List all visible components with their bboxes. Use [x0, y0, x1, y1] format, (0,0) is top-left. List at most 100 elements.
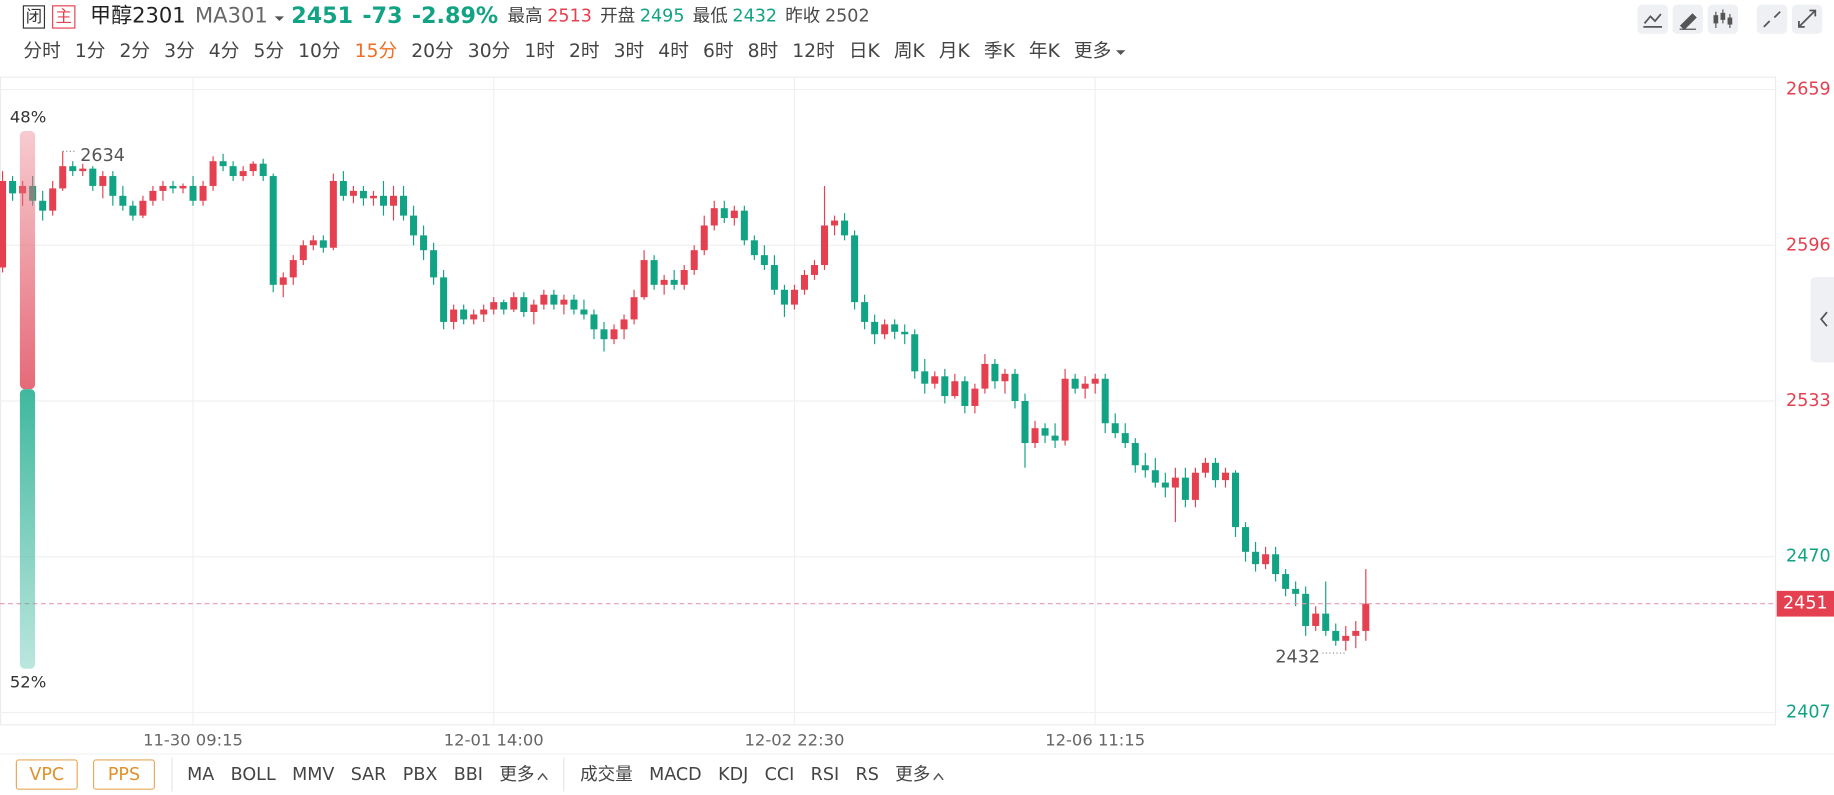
candle-body [1292, 588, 1300, 594]
indicator-option[interactable]: KDJ [718, 765, 748, 785]
candle-body [1312, 613, 1320, 626]
icon-glyph [1713, 15, 1719, 24]
candle-body [510, 297, 518, 310]
x-tick-label: 12-01 14:00 [444, 731, 544, 750]
indicator-button[interactable] [92, 759, 155, 790]
timeframe[interactable]: 1分 [75, 41, 106, 62]
timeframe[interactable]: 2时 [569, 41, 600, 62]
indicator-option[interactable]: MACD [649, 765, 702, 785]
timeframe[interactable]: 10分 [298, 41, 341, 62]
timeframe[interactable]: 20分 [411, 41, 454, 62]
timeframe[interactable]: 30分 [468, 41, 511, 62]
gauge-label: 52% [10, 672, 46, 691]
indicator-option[interactable]: MMV [292, 765, 334, 785]
indicator-option[interactable]: MA [187, 765, 214, 785]
candle-body [831, 220, 839, 226]
candle-body [1322, 613, 1330, 631]
timeframe[interactable]: 季K [984, 41, 1016, 62]
candle-body [580, 309, 588, 315]
x-tick-label: 12-02 22:30 [744, 731, 844, 750]
candle-body [9, 180, 17, 194]
timeframe[interactable]: 4分 [209, 41, 240, 62]
candle-body [650, 260, 658, 285]
candle-body [991, 363, 999, 382]
timeframe[interactable]: 12时 [792, 41, 835, 62]
indicator-option[interactable]: RSI [811, 765, 839, 785]
candle-body [530, 304, 538, 313]
timeframe[interactable]: 8时 [748, 41, 779, 62]
timeframe[interactable]: 2分 [120, 41, 151, 62]
candle-body [931, 376, 939, 384]
candle-body [309, 240, 317, 246]
indicator-option[interactable]: BBI [454, 765, 483, 785]
timeframe[interactable]: 月K [939, 41, 971, 62]
candle-body [1161, 482, 1169, 488]
candle-body [1211, 462, 1219, 481]
timeframe[interactable]: 15分 [355, 41, 398, 62]
indicator-option[interactable]: PBX [403, 765, 438, 785]
stat-value: 2432 [732, 6, 777, 26]
candle-body [440, 277, 448, 322]
high-annotation: 2634 [80, 146, 125, 166]
timeframe[interactable]: 5分 [253, 41, 284, 62]
candle-body [1031, 428, 1039, 444]
last-price-label: 2451 [1783, 594, 1828, 614]
timeframe[interactable]: 1时 [524, 41, 555, 62]
candle-body [259, 163, 267, 177]
indicator-option[interactable]: RS [856, 765, 879, 785]
side-collapse[interactable] [1810, 277, 1834, 363]
timeframe[interactable]: 4时 [658, 41, 689, 62]
candle-body [780, 289, 788, 305]
candle-body [1081, 383, 1089, 389]
timeframe[interactable]: 分时 [23, 41, 60, 62]
candle-body [861, 302, 869, 322]
timeframe[interactable]: 年K [1029, 41, 1061, 62]
timeframe[interactable]: 日K [849, 41, 881, 62]
icon-shrink[interactable] [1756, 4, 1788, 34]
indicator-button-label[interactable]: PPS [108, 765, 140, 785]
stat-label: 开盘 [600, 6, 635, 26]
icon-glyph [1763, 11, 1781, 28]
candle-body [790, 289, 798, 305]
icon-glyph [1643, 13, 1663, 28]
timeframe[interactable]: 6时 [703, 41, 734, 62]
symbol: 甲醇2301 [90, 2, 186, 27]
indicator-option[interactable]: SAR [351, 765, 387, 785]
timeframe[interactable]: 3分 [164, 41, 195, 62]
indicator-option[interactable]: BOLL [231, 765, 276, 785]
timeframe[interactable]: 3时 [614, 41, 645, 62]
candle-body [69, 166, 77, 172]
candle-body [269, 176, 277, 285]
candle-body [480, 309, 488, 315]
indicator-option[interactable]: 更多 [499, 765, 534, 785]
candle-body [460, 309, 468, 320]
stat-value: 2513 [547, 6, 592, 26]
candle-body [279, 277, 287, 285]
indicator-option[interactable]: 成交量 [580, 765, 633, 785]
candle-body [770, 265, 778, 290]
candle-body [359, 190, 367, 199]
indicator-option[interactable]: CCI [765, 765, 795, 785]
candle-body [1252, 551, 1260, 565]
candle-body [79, 168, 87, 172]
icon-glyph [1798, 9, 1817, 28]
indicator-select[interactable]: MA301 [195, 2, 268, 27]
candle-body [1101, 378, 1109, 424]
toolbar-icons[interactable] [1637, 4, 1823, 34]
candle-body [630, 297, 638, 320]
timeframe[interactable]: 更多 [1074, 41, 1111, 62]
indicator-button-label[interactable]: VPC [29, 765, 64, 785]
main-tag: 主 [56, 7, 72, 26]
gauge-label: 48% [10, 108, 46, 127]
indicator-option[interactable]: 更多 [895, 765, 930, 785]
candle-body [249, 163, 257, 172]
candle-body [139, 200, 147, 216]
timeframe[interactable]: 周K [894, 41, 926, 62]
x-tick-label: 12-06 11:15 [1045, 731, 1145, 750]
candle-body [1041, 428, 1049, 436]
candle-body [369, 195, 377, 199]
indicator-button[interactable] [15, 759, 78, 790]
candle-body [430, 250, 438, 278]
candle-body [570, 299, 578, 310]
candle-body [1121, 433, 1129, 444]
